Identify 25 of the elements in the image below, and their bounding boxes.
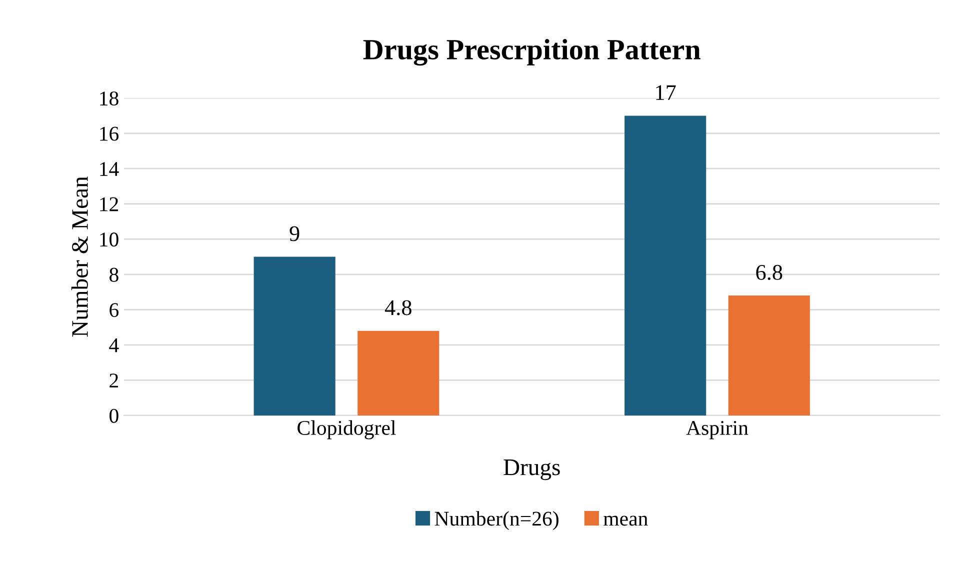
data-label: 6.8 xyxy=(756,264,782,280)
data-label: 9 xyxy=(290,226,300,242)
data-label: 17 xyxy=(656,85,676,100)
y-tick-label: 0 xyxy=(110,408,118,423)
bar xyxy=(728,296,810,416)
y-tick-label: 2 xyxy=(110,374,118,388)
bar xyxy=(624,116,706,416)
y-tick-label: 12 xyxy=(100,197,118,212)
y-tick-label: 4 xyxy=(109,338,119,352)
bar xyxy=(254,256,336,416)
x-tick-label: Clopidogrel xyxy=(298,420,396,440)
legend-label: Number(n=26) xyxy=(434,511,558,530)
y-tick-label: 18 xyxy=(100,91,118,106)
y-tick-label: 10 xyxy=(100,232,118,247)
y-axis-title: Number & Mean xyxy=(71,176,88,337)
chart-title: Drugs Prescrpition Pattern xyxy=(363,38,700,66)
y-tick-label: 16 xyxy=(100,126,119,141)
x-tick-label: Aspirin xyxy=(686,420,748,440)
y-tick-label: 8 xyxy=(110,268,118,282)
bar xyxy=(358,330,440,416)
y-tick-label: 14 xyxy=(100,162,119,176)
legend-label: mean xyxy=(604,516,648,526)
data-label: 4.8 xyxy=(384,300,412,316)
y-tick-label: 6 xyxy=(110,303,119,318)
x-axis-title: Drugs xyxy=(504,460,560,480)
